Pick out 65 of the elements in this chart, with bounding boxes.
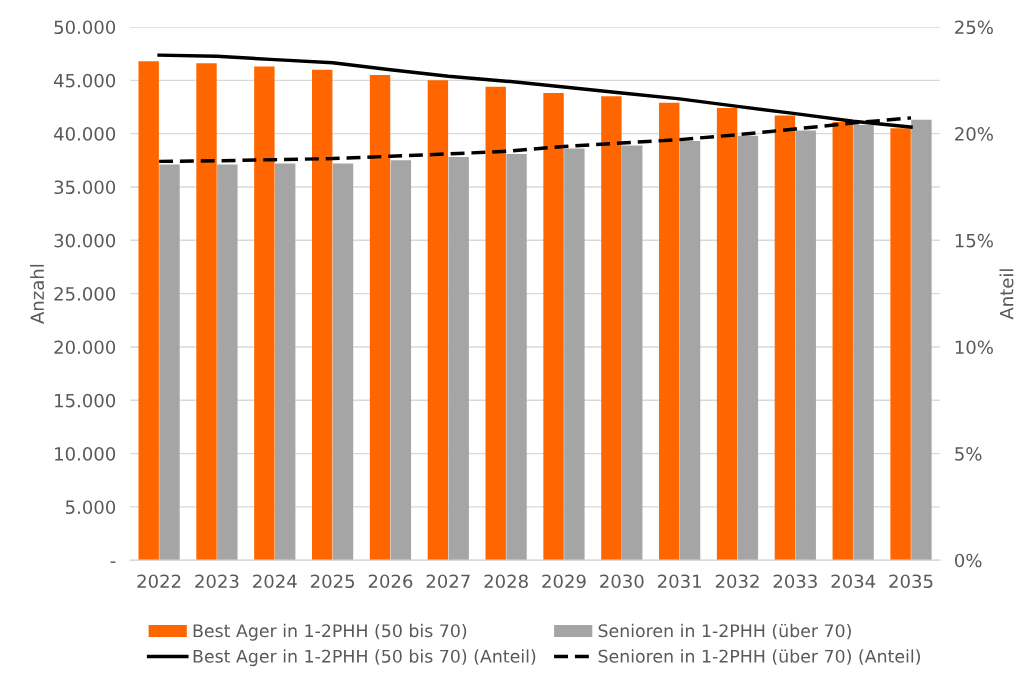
- x-tick-label: 2025: [310, 574, 355, 589]
- x-tick-label: 2034: [831, 574, 876, 589]
- y-tick-label: 40.000: [53, 127, 116, 141]
- x-tick-label: 2035: [889, 574, 933, 589]
- bar: [716, 108, 738, 561]
- bar: [622, 145, 643, 561]
- bar: [601, 96, 622, 561]
- y2-axis-title: Anteil: [999, 269, 1014, 320]
- bar: [564, 148, 585, 561]
- x-tick-label: 2024: [253, 574, 297, 589]
- y-tick-label: 20.000: [54, 340, 116, 355]
- y2-tick-label: 20%: [955, 127, 993, 141]
- x-tick-label: 2031: [658, 574, 701, 589]
- y2-tick-label: 15%: [955, 233, 993, 248]
- y2-tick-label: 0%: [955, 553, 982, 568]
- x-tick-label: 2023: [195, 574, 239, 589]
- bar: [369, 74, 391, 561]
- bar: [196, 63, 217, 561]
- y-tick-label: 35.000: [54, 180, 116, 195]
- bar: [390, 160, 412, 561]
- x-tick-label: 2030: [600, 574, 644, 589]
- y-tick-label: 10.000: [55, 447, 116, 461]
- x-tick-label: 2029: [542, 574, 586, 589]
- bar: [832, 121, 853, 561]
- bar: [332, 163, 354, 561]
- legend-label: Senioren in 1-2PHH (über 70): [598, 623, 851, 640]
- bar: [659, 102, 680, 561]
- bar: [448, 157, 469, 561]
- bar: [795, 130, 816, 561]
- bar: [543, 93, 564, 561]
- y2-tick-label: 5%: [955, 447, 982, 461]
- bar: [485, 86, 506, 561]
- bar: [890, 128, 911, 561]
- y2-tick-label: 10%: [955, 340, 993, 355]
- y-tick-label: 25.000: [54, 287, 116, 301]
- bar: [159, 164, 180, 561]
- x-tick-label: 2027: [426, 574, 470, 589]
- bar: [853, 125, 874, 561]
- bar: [217, 164, 238, 561]
- bar: [274, 163, 296, 561]
- y-tick-label: -: [110, 561, 116, 563]
- bar: [774, 115, 796, 561]
- legend-label: Best Ager in 1-2PHH (50 bis 70) (Anteil): [193, 649, 536, 667]
- x-tick-label: 2026: [368, 574, 413, 589]
- bar: [312, 69, 333, 561]
- legend-label: Best Ager in 1-2PHH (50 bis 70): [193, 623, 467, 641]
- y-tick-label: 30.000: [54, 233, 116, 248]
- x-tick-label: 2032: [715, 574, 759, 589]
- y-tick-label: 45.000: [53, 73, 116, 88]
- bar: [138, 61, 159, 561]
- y-tick-label: 15.000: [55, 393, 116, 408]
- bar: [911, 119, 932, 561]
- x-tick-label: 2028: [484, 574, 528, 589]
- y-tick-label: 5.000: [65, 500, 116, 515]
- x-tick-label: 2033: [773, 574, 817, 589]
- bar: [427, 80, 449, 561]
- bar: [254, 66, 275, 561]
- legend-label: Senioren in 1-2PHH (über 70) (Anteil): [598, 649, 920, 665]
- bar: [679, 141, 701, 561]
- bar: [506, 153, 527, 561]
- y-tick-label: 50.000: [54, 20, 116, 35]
- bar: [737, 135, 759, 561]
- y-axis-title: Anzahl: [30, 264, 45, 324]
- x-tick-label: 2022: [137, 574, 181, 589]
- y2-tick-label: 25%: [955, 20, 993, 35]
